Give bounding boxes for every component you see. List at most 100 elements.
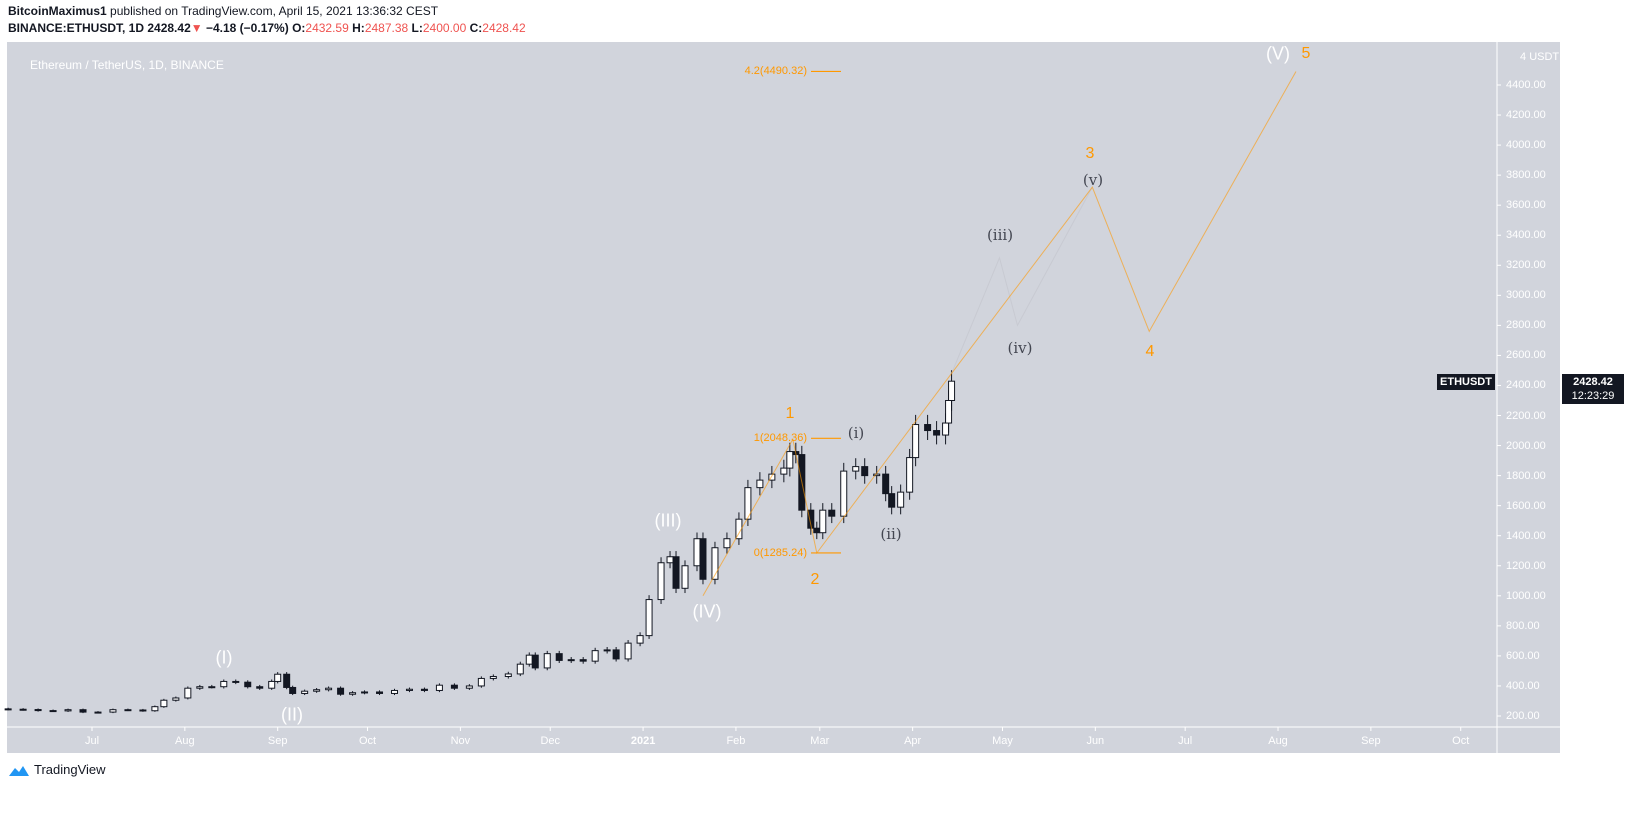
candle — [681, 560, 689, 594]
candle — [325, 686, 333, 692]
candle — [405, 687, 413, 693]
candle-body — [196, 686, 204, 689]
candle-body — [906, 457, 914, 493]
candle — [19, 708, 27, 711]
candle — [435, 683, 443, 693]
price-tick-label: 3000.00 — [1506, 289, 1546, 302]
price-tick-label: 1800.00 — [1506, 469, 1546, 482]
wave-label-3[interactable]: 3 — [1085, 145, 1095, 162]
fib-level-label: 0(1285.24) — [753, 546, 807, 559]
price-tick-label: 3200.00 — [1506, 259, 1546, 272]
candle-body — [768, 473, 776, 481]
candle — [268, 679, 276, 690]
candle-body — [897, 491, 905, 508]
candle-body — [723, 538, 731, 549]
candle-body — [912, 424, 920, 459]
candle — [591, 647, 599, 664]
candle — [888, 486, 896, 515]
fib-level-label: 1(2048.36) — [753, 432, 807, 445]
candle-body — [786, 451, 794, 469]
candle-body — [64, 709, 72, 712]
chart-title: Ethereum / TetherUS, 1D, BINANCE — [30, 58, 224, 72]
candle — [109, 708, 117, 714]
candle-body — [819, 509, 827, 534]
price-tick-label: 2000.00 — [1506, 439, 1546, 452]
candle — [196, 684, 204, 690]
close-value: 2428.42 — [482, 21, 526, 35]
time-tick-label: Dec — [540, 735, 561, 747]
candle — [34, 708, 42, 712]
candle-body — [591, 650, 599, 662]
wave-label-II[interactable]: (II) — [281, 704, 303, 725]
price-tick-label: 1000.00 — [1506, 589, 1546, 602]
time-tick-label: Sep — [267, 735, 288, 747]
wave-label-2[interactable]: 2 — [810, 571, 820, 588]
wave-label-V[interactable]: (V) — [1266, 43, 1290, 64]
candle — [139, 708, 147, 712]
price-tick-label: 2200.00 — [1506, 409, 1546, 422]
candle — [489, 674, 497, 681]
candle-body — [34, 709, 42, 712]
wave-label-ii[interactable]: (ii) — [880, 525, 902, 543]
candle — [780, 459, 788, 483]
wave-label-IV[interactable]: (IV) — [692, 601, 722, 622]
wave-label-1[interactable]: 1 — [785, 405, 795, 422]
wave-label-iii[interactable]: (iii) — [986, 226, 1014, 244]
price-tick-label: 1200.00 — [1506, 559, 1546, 572]
candle — [693, 532, 701, 572]
time-tick-label: Aug — [175, 735, 195, 747]
candle-body — [780, 467, 788, 475]
candle — [861, 458, 869, 484]
subwave-projection-line[interactable] — [951, 186, 1093, 374]
candle — [477, 676, 485, 688]
low-label: L: — [411, 21, 423, 35]
candle-body — [657, 562, 665, 601]
candle-body — [208, 686, 216, 689]
wave-label-v[interactable]: (v) — [1082, 171, 1104, 189]
wave-label-i[interactable]: (i) — [847, 424, 865, 442]
wave-label-4[interactable]: 4 — [1145, 343, 1155, 360]
candle-body — [711, 547, 719, 580]
symbol-tag: ETHUSDT — [1440, 376, 1492, 388]
time-tick-label: Oct — [1452, 735, 1470, 747]
candle-body — [948, 380, 956, 401]
fib-lines[interactable] — [811, 70, 841, 554]
candle-body — [567, 659, 575, 662]
last-price: 2428.42 — [147, 21, 191, 35]
candle — [172, 696, 180, 702]
wave-label-III[interactable]: (III) — [654, 510, 682, 531]
candle — [313, 688, 321, 693]
wave-label-5[interactable]: 5 — [1301, 45, 1311, 62]
candle — [531, 652, 539, 671]
candle-body — [807, 509, 815, 529]
candle-body — [531, 654, 539, 669]
footer-brand[interactable]: TradingView — [8, 762, 106, 777]
candle — [933, 421, 941, 445]
candle-body — [313, 689, 321, 692]
candle-body — [945, 399, 953, 424]
wave-projection-line[interactable] — [702, 71, 1297, 597]
candle — [768, 465, 776, 489]
candle-body — [337, 687, 345, 695]
candle — [819, 503, 827, 540]
wave-label-I[interactable]: (I) — [215, 647, 233, 668]
publisher-name[interactable]: BitcoinMaximus1 — [8, 4, 107, 18]
candle — [912, 414, 920, 467]
time-tick-label: 2021 — [630, 735, 656, 747]
candle-body — [268, 680, 276, 689]
candle-body — [840, 470, 848, 517]
time-tick-label: Jun — [1086, 735, 1105, 747]
wave-label-iv[interactable]: (iv) — [1007, 339, 1033, 357]
time-tick-label: Apr — [904, 735, 922, 747]
price-tick-label: 800.00 — [1506, 619, 1540, 632]
fib-level-label: 4.2(4490.32) — [744, 65, 807, 78]
price-tick-label: 3600.00 — [1506, 199, 1546, 212]
candle-body — [813, 527, 821, 534]
candle-body — [109, 709, 117, 713]
price-tick-label: 600.00 — [1506, 649, 1540, 662]
ohlc-bar: BINANCE:ETHUSDT, 1D 2428.42▼ −4.18 (−0.1… — [8, 21, 526, 35]
candle — [873, 465, 881, 484]
candle-body — [361, 691, 369, 694]
time-tick-label: Sep — [1361, 735, 1381, 747]
